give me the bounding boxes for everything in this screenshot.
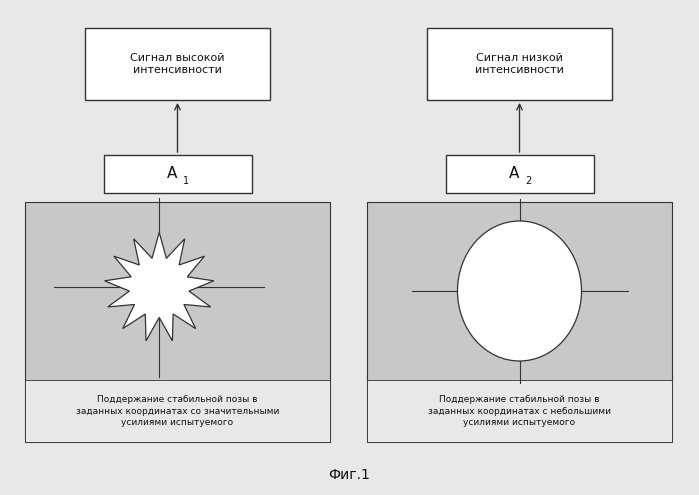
Text: A: A [510, 166, 519, 182]
Text: Сигнал низкой
интенсивности: Сигнал низкой интенсивности [475, 53, 564, 75]
Text: A: A [167, 166, 178, 182]
Text: 2: 2 [526, 176, 532, 186]
Text: Поддержание стабильной позы в
заданных координатах с небольшими
усилиями испытуе: Поддержание стабильной позы в заданных к… [428, 396, 611, 427]
FancyBboxPatch shape [445, 155, 593, 193]
Polygon shape [105, 233, 214, 341]
FancyBboxPatch shape [103, 155, 252, 193]
Text: Сигнал высокой
интенсивности: Сигнал высокой интенсивности [130, 53, 225, 75]
FancyBboxPatch shape [25, 380, 330, 442]
FancyBboxPatch shape [367, 380, 672, 442]
FancyBboxPatch shape [427, 28, 612, 100]
FancyBboxPatch shape [25, 202, 330, 442]
Text: Фиг.1: Фиг.1 [329, 468, 370, 482]
Text: 1: 1 [183, 176, 189, 186]
FancyBboxPatch shape [85, 28, 270, 100]
Ellipse shape [458, 221, 582, 361]
Text: Поддержание стабильной позы в
заданных координатах со значительными
усилиями исп: Поддержание стабильной позы в заданных к… [75, 396, 279, 427]
FancyBboxPatch shape [367, 202, 672, 442]
